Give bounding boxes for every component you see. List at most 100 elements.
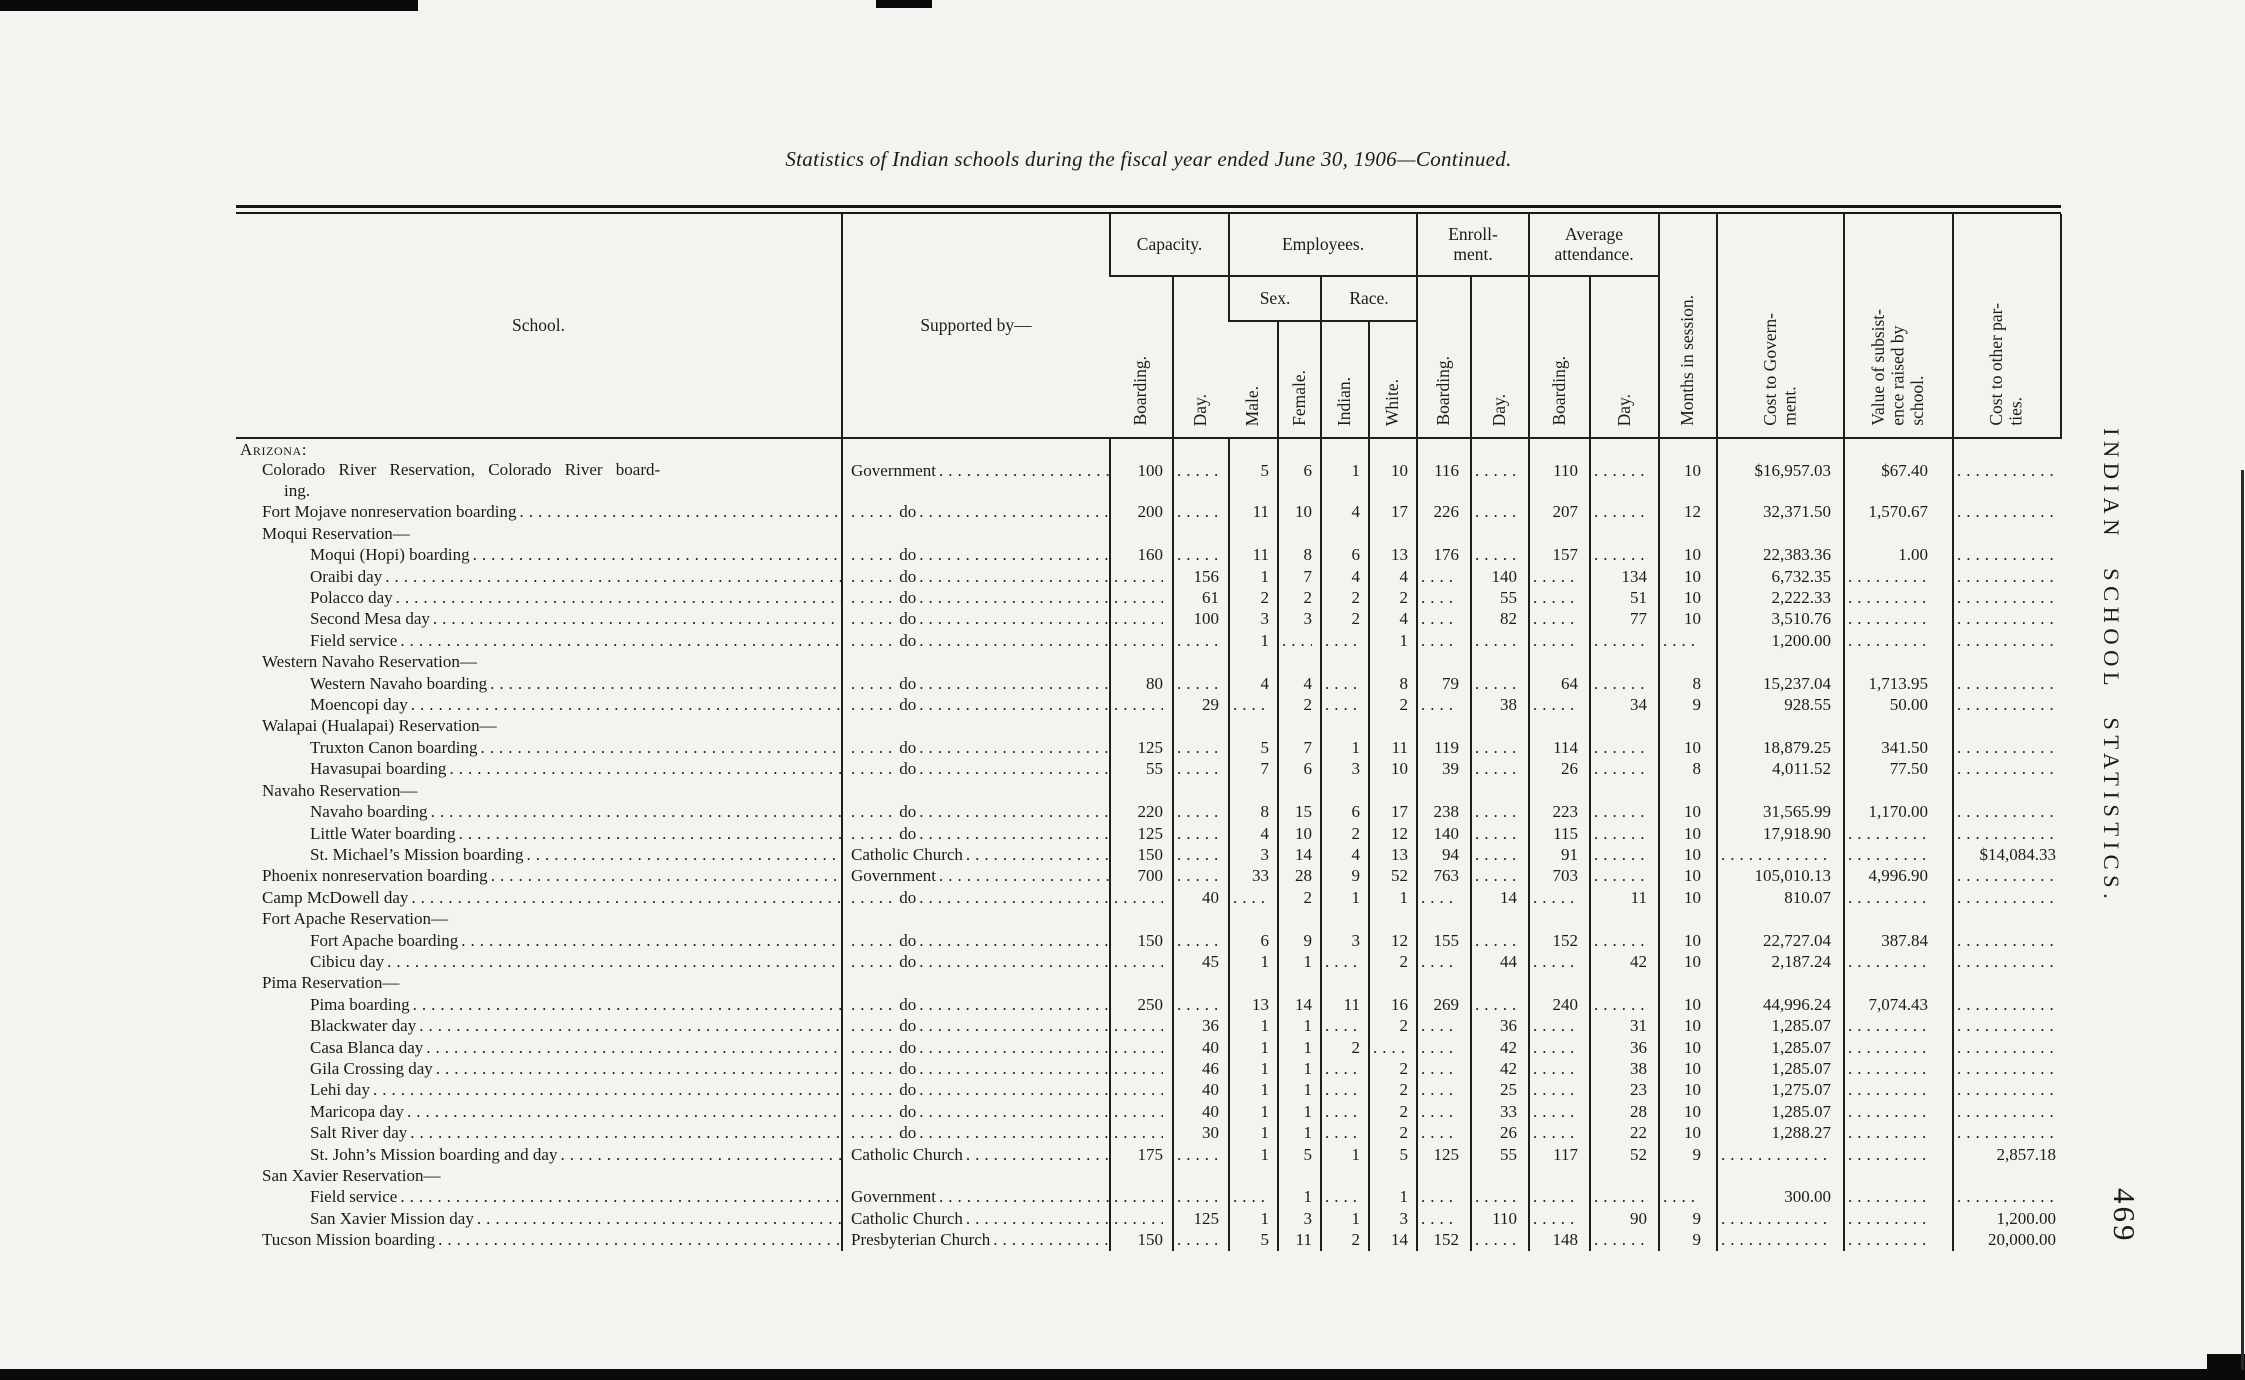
cell-value-of-subsistence: $67.40 xyxy=(1843,460,1954,502)
cell-enrollment-boarding: 116 xyxy=(1416,460,1472,502)
cell-capacity-day: ........................................… xyxy=(1172,672,1229,695)
cell-attendance-boarding xyxy=(1528,715,1591,737)
cell-cost-to-other-parties xyxy=(1952,715,2062,737)
cell-employees-male: 3 xyxy=(1228,608,1278,630)
cell-capacity-day: 40 xyxy=(1172,1036,1229,1058)
cell-employees-female: 6 xyxy=(1277,460,1321,502)
cell-capacity-day: 30 xyxy=(1172,1122,1229,1144)
cell-cost-to-government: 1,285.07 xyxy=(1716,1100,1845,1123)
cell-employees-male: 1 xyxy=(1228,1015,1278,1037)
cell-race-indian: 6 xyxy=(1320,544,1369,566)
cell-school: Fort Apache Reservation— xyxy=(262,909,449,929)
leader-dots: ........................................… xyxy=(449,759,841,779)
cell-months-in-session: 10 xyxy=(1658,1122,1718,1144)
leader-dots: ........................................… xyxy=(560,1144,841,1164)
cell-capacity-boarding xyxy=(1109,651,1173,673)
cell-months-in-session xyxy=(1658,715,1718,737)
empty-cell-dots: ........................................… xyxy=(1421,951,1459,971)
cell-cost-to-government: 31,565.99 xyxy=(1716,801,1845,823)
leader-dots: ........................................… xyxy=(965,1144,1109,1164)
empty-cell-dots: ........................................… xyxy=(1114,1080,1163,1100)
cell-enrollment-boarding: ........................................… xyxy=(1416,694,1472,716)
cell-employees-female xyxy=(1277,438,1321,461)
cell-enrollment-day: ........................................… xyxy=(1470,843,1530,866)
cell-employees-female: 15 xyxy=(1277,801,1321,823)
cell-race-indian: 2 xyxy=(1320,1229,1369,1251)
section-row: Fort Apache Reservation— xyxy=(236,908,2062,930)
cell-cost-to-other-parties: ........................................… xyxy=(1952,460,2062,502)
cell-race-white: 2 xyxy=(1367,1100,1418,1123)
cell-employees-female: 3 xyxy=(1277,608,1321,630)
cell-attendance-day: 134 xyxy=(1589,565,1660,588)
cell-race-white: 12 xyxy=(1367,929,1418,951)
cell-value-of-subsistence: ........................................… xyxy=(1843,1122,1954,1144)
cell-employees-male: 1 xyxy=(1228,565,1278,588)
table-row: Little Water boarding...................… xyxy=(236,822,2062,844)
cell-attendance-day: ........................................… xyxy=(1589,993,1660,1016)
table-row: Blackwater day..........................… xyxy=(236,1015,2062,1037)
empty-cell-dots: ........................................… xyxy=(1325,951,1360,971)
cell-attendance-day: ........................................… xyxy=(1589,736,1660,759)
cell-capacity-day: ........................................… xyxy=(1172,1186,1229,1208)
table-row: Phoenix nonreservation boarding.........… xyxy=(236,865,2062,887)
cell-capacity-day: ........................................… xyxy=(1172,501,1229,523)
cell-months-in-session: 10 xyxy=(1658,929,1718,951)
cell-employees-female: 8 xyxy=(1277,544,1321,566)
cell-enrollment-boarding: ........................................… xyxy=(1416,629,1472,652)
cell-supported-by: .....do.................................… xyxy=(841,736,1110,759)
cell-employees-female: 1 xyxy=(1277,950,1321,973)
leader-dots: ........................................… xyxy=(472,545,841,565)
empty-cell-dots: ........................................… xyxy=(1957,887,2057,907)
col-header-value-of-subsistence: Value of subsist- ence raised by school. xyxy=(1843,214,1954,439)
cell-enrollment-day: 42 xyxy=(1470,1057,1530,1080)
cell-attendance-day: ........................................… xyxy=(1589,460,1660,502)
cell-attendance-boarding: ........................................… xyxy=(1528,1057,1591,1080)
cell-attendance-day: ........................................… xyxy=(1589,929,1660,951)
table-row: Tucson Mission boarding.................… xyxy=(236,1229,2062,1251)
cell-months-in-session xyxy=(1658,779,1718,802)
cell-attendance-boarding: ........................................… xyxy=(1528,950,1591,973)
cell-enrollment-boarding: 763 xyxy=(1416,865,1472,887)
cell-enrollment-day: 55 xyxy=(1470,587,1530,609)
cell-supported-by: .....do.................................… xyxy=(841,1100,1110,1123)
empty-cell-dots: ........................................… xyxy=(1475,994,1518,1014)
cell-employees-female xyxy=(1277,651,1321,673)
leader-dots: ........................................… xyxy=(387,951,841,971)
leader-dots: ........................................… xyxy=(919,930,1109,950)
cell-employees-female: 14 xyxy=(1277,843,1321,866)
cell-enrollment-day: ........................................… xyxy=(1470,822,1530,844)
cell-employees-male xyxy=(1228,651,1278,673)
cell-capacity-day: ........................................… xyxy=(1172,865,1229,887)
cell-enrollment-day: ........................................… xyxy=(1470,672,1530,695)
table-row: Cibicu day..............................… xyxy=(236,950,2062,973)
cell-attendance-boarding: 114 xyxy=(1528,736,1591,759)
cell-supported-by: Government..............................… xyxy=(841,460,1110,502)
empty-cell-dots: ........................................… xyxy=(1533,1187,1579,1207)
cell-cost-to-other-parties: 2,857.18 xyxy=(1952,1143,2062,1165)
cell-supported-by xyxy=(841,438,1110,461)
cell-cost-to-other-parties: ........................................… xyxy=(1952,1015,2062,1037)
cell-supported-by: .....do.................................… xyxy=(841,544,1110,566)
empty-cell-dots: ........................................… xyxy=(1533,566,1579,586)
cell-cost-to-government: 1,285.07 xyxy=(1716,1036,1845,1058)
cell-race-white xyxy=(1367,1165,1418,1187)
cell-supported-by: .....do.................................… xyxy=(841,950,1110,973)
cell-attendance-day: 22 xyxy=(1589,1122,1660,1144)
cell-race-white: 52 xyxy=(1367,865,1418,887)
cell-employees-male xyxy=(1228,1165,1278,1187)
cell-capacity-boarding xyxy=(1109,779,1173,802)
cell-school: St. Michael’s Mission boarding..........… xyxy=(310,844,841,864)
cell-cost-to-other-parties xyxy=(1952,1165,2062,1187)
cell-enrollment-boarding: 269 xyxy=(1416,993,1472,1016)
col-header-attendance-day: Day. xyxy=(1589,276,1660,439)
cell-employees-male: 13 xyxy=(1228,993,1278,1016)
cell-school: Fort Apache boarding....................… xyxy=(310,930,841,950)
cell-cost-to-government: 300.00 xyxy=(1716,1186,1845,1208)
cell-school: Navaho boarding.........................… xyxy=(310,802,841,822)
cell-cost-to-other-parties: 20,000.00 xyxy=(1952,1229,2062,1251)
cell-attendance-boarding: 240 xyxy=(1528,993,1591,1016)
cell-attendance-boarding xyxy=(1528,651,1591,673)
empty-cell-dots: ........................................… xyxy=(1848,1058,1928,1078)
cell-cost-to-government: 105,010.13 xyxy=(1716,865,1845,887)
cell-enrollment-boarding: ........................................… xyxy=(1416,565,1472,588)
